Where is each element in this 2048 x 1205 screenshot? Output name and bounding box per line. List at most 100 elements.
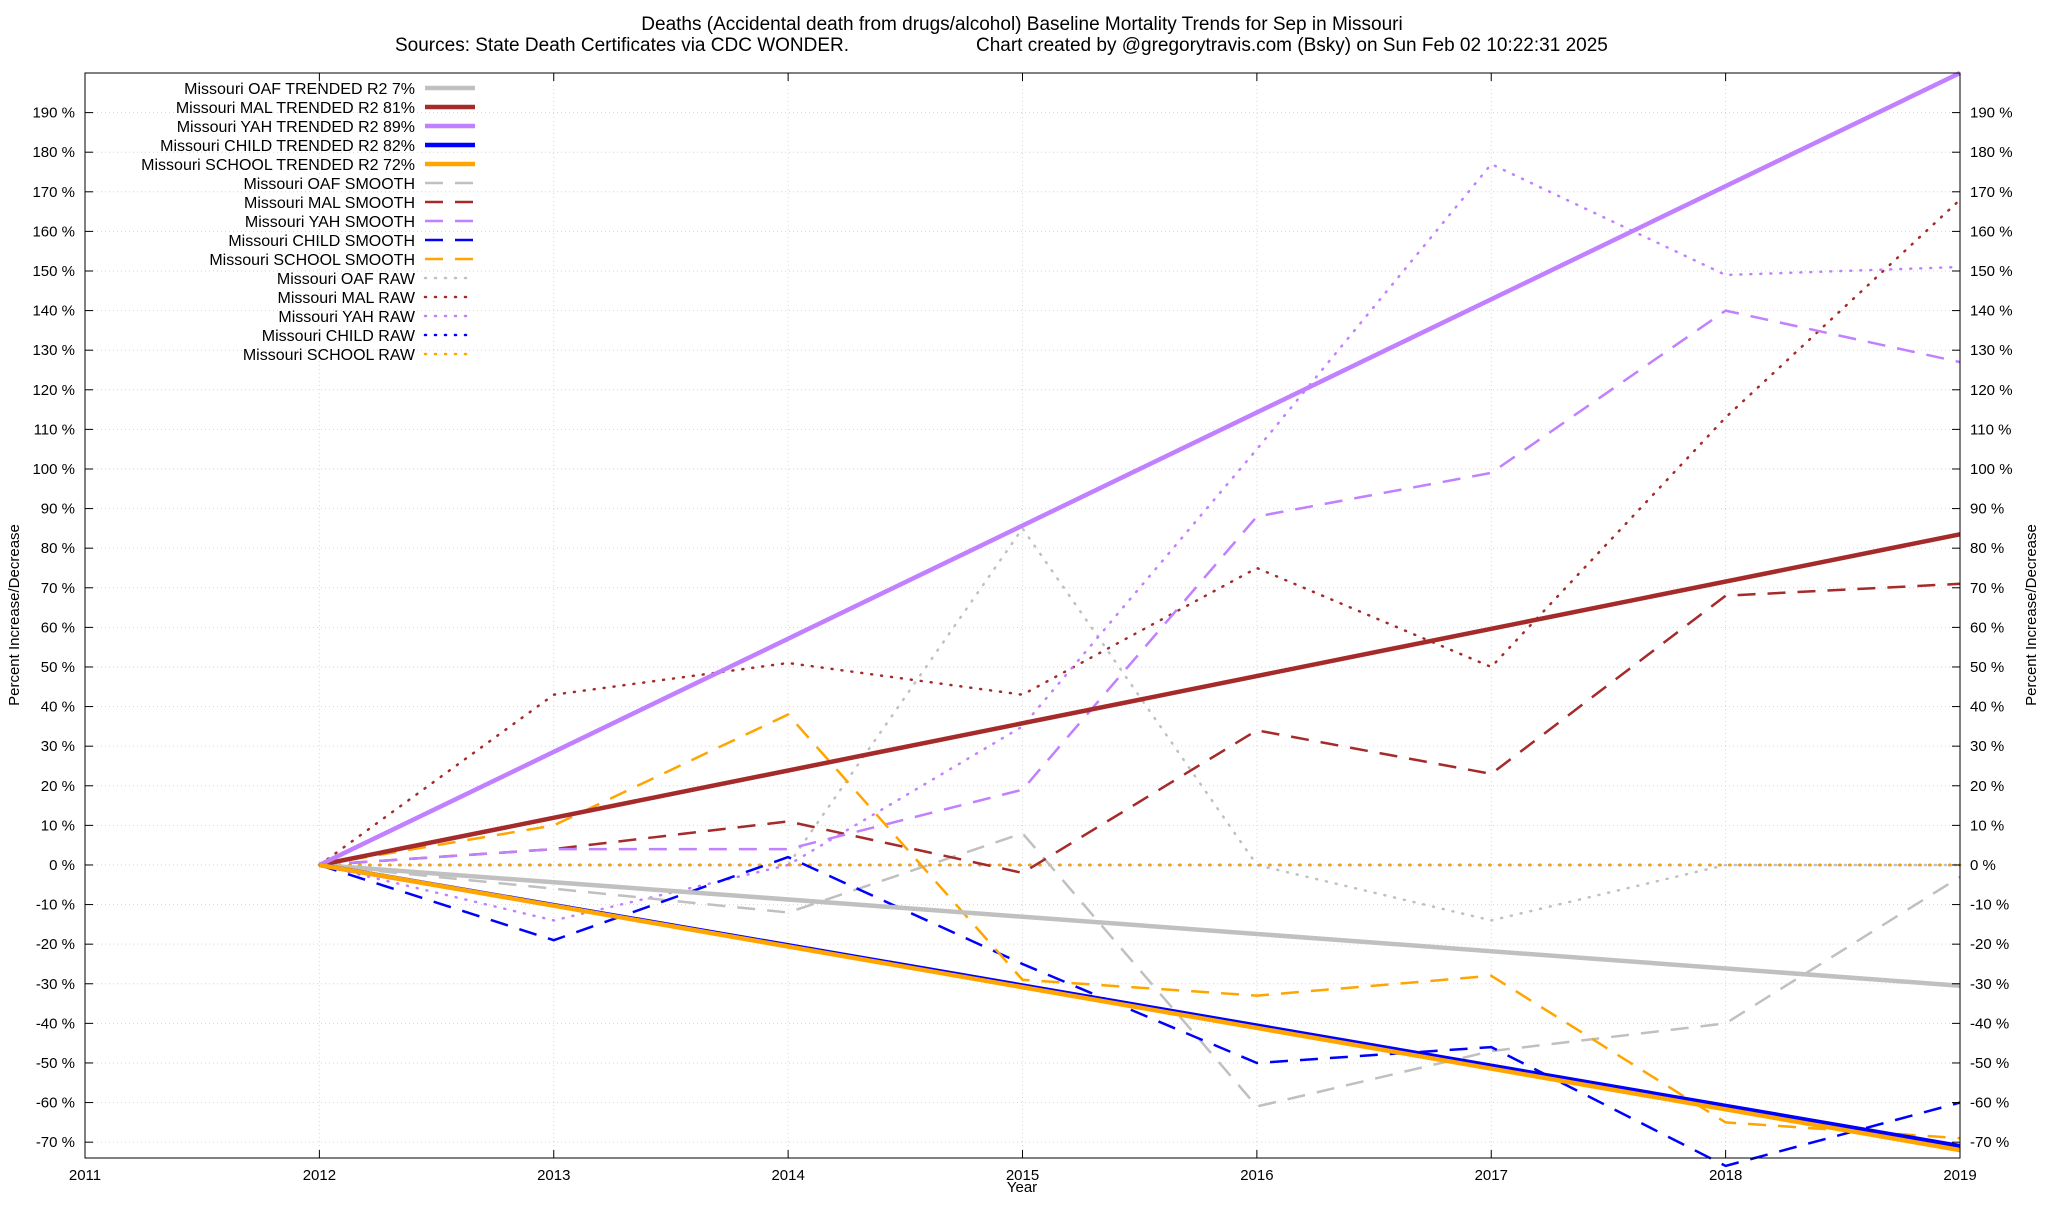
y2-tick-label: 150 % [1970,263,2013,280]
chart-title: Deaths (Accidental death from drugs/alco… [641,14,1402,35]
x-tick-label: 2017 [1475,1167,1508,1184]
y-axis-label-right: Percent Increase/Decrease [2023,524,2040,706]
legend-label: Missouri OAF SMOOTH [243,176,415,193]
legend-label: Missouri YAH TRENDED R2 89% [177,119,415,136]
x-tick-label: 2019 [1943,1167,1976,1184]
y2-tick-label: 110 % [1970,421,2011,438]
y-tick-label: 190 % [32,105,75,122]
y-tick-label: 170 % [32,184,75,201]
y2-tick-label: 10 % [1970,817,2004,834]
y2-tick-label: 60 % [1970,619,2004,636]
y2-tick-label: 90 % [1970,501,2004,518]
y-tick-label: -70 % [36,1134,75,1151]
legend-label: Missouri OAF TRENDED R2 7% [184,81,415,98]
y-tick-label: 60 % [41,619,75,636]
y2-tick-label: 160 % [1970,223,2013,240]
series-line-missouri-oaf-smooth [319,832,1961,1108]
y-tick-label: 30 % [41,738,75,755]
y-tick-label: 120 % [32,382,75,399]
y2-tick-label: 130 % [1970,342,2013,359]
y-tick-label: 110 % [34,421,75,438]
legend-label: Missouri SCHOOL SMOOTH [209,252,415,269]
x-tick-label: 2014 [771,1167,804,1184]
y2-tick-label: 100 % [1970,461,2013,478]
chart-subtitle-credit: Chart created by @gregorytravis.com (Bsk… [976,35,1608,56]
y2-tick-label: 140 % [1970,303,2013,320]
legend-label: Missouri CHILD TRENDED R2 82% [160,138,415,155]
y2-tick-label: -30 % [1970,976,2009,993]
y2-tick-label: 180 % [1970,144,2013,161]
x-tick-label: 2015 [1006,1167,1039,1184]
legend-label: Missouri OAF RAW [277,271,416,288]
y2-tick-label: -40 % [1970,1015,2009,1032]
x-tick-label: 2012 [303,1167,336,1184]
y-tick-label: -20 % [36,936,75,953]
x-tick-label: 2011 [69,1167,101,1184]
series-line-missouri-school-smooth [319,713,1961,1140]
series-line-missouri-yah-raw [318,162,1962,922]
y2-tick-label: 50 % [1970,659,2004,676]
legend-label: Missouri SCHOOL RAW [243,347,416,364]
y-tick-label: 10 % [41,817,75,834]
y2-tick-label: -20 % [1970,936,2009,953]
legend-label: Missouri YAH SMOOTH [245,214,415,231]
legend-label: Missouri MAL SMOOTH [244,195,415,212]
y-tick-label: 160 % [32,223,75,240]
series-line-missouri-oaf-trended-r2-7 [319,862,1961,988]
legend-label: Missouri CHILD RAW [262,328,416,345]
y2-tick-label: 20 % [1970,778,2004,795]
y-tick-label: -30 % [36,976,75,993]
series-line-missouri-mal-smooth [319,582,1961,875]
chart-subtitle-source: Sources: State Death Certificates via CD… [395,35,849,56]
y-axis-label-left: Percent Increase/Decrease [6,524,23,706]
y2-tick-label: -70 % [1970,1134,2009,1151]
legend-label: Missouri CHILD SMOOTH [228,233,415,250]
legend-label: Missouri MAL RAW [278,290,416,307]
y-tick-label: 150 % [32,263,75,280]
series-line-missouri-mal-trended-r2-81 [318,532,1961,868]
y-tick-label: 130 % [32,342,75,359]
y-tick-label: -50 % [36,1055,75,1072]
x-axis-label: Year [1007,1179,1037,1196]
legend-label: Missouri MAL TRENDED R2 81% [176,100,415,117]
y2-tick-label: -10 % [1970,897,2009,914]
series-layer [318,70,1962,1168]
y2-tick-label: 190 % [1970,105,2013,122]
y2-tick-label: 40 % [1970,699,2004,716]
series-line-missouri-mal-raw [318,198,1962,867]
y-tick-label: 40 % [41,699,75,716]
y-tick-label: 50 % [41,659,75,676]
y2-tick-label: 70 % [1970,580,2004,597]
y2-tick-label: 0 % [1970,857,1996,874]
legend-label: Missouri YAH RAW [278,309,416,326]
x-tick-label: 2018 [1709,1167,1742,1184]
y2-tick-label: 120 % [1970,382,2013,399]
series-line-missouri-oaf-raw [318,527,1962,922]
x-tick-label: 2013 [537,1167,570,1184]
y-tick-label: 20 % [41,778,75,795]
series-line-missouri-yah-smooth [319,309,1961,867]
y2-tick-label: 170 % [1970,184,2013,201]
y-tick-label: 0 % [49,857,75,874]
y-tick-label: 90 % [41,501,75,518]
series-line-missouri-school-trended-r2-72 [319,862,1961,1153]
x-tick-label: 2016 [1240,1167,1273,1184]
y-tick-label: 140 % [32,303,75,320]
legend: Missouri OAF TRENDED R2 7% Missouri MAL T… [141,81,477,364]
y-tick-label: 100 % [32,461,75,478]
legend-label: Missouri SCHOOL TRENDED R2 72% [141,157,415,174]
y-tick-label: 180 % [32,144,75,161]
tick-layer: -70 % -70 % -60 % -60 % -50 % -50 % -40 % -40 %… [32,73,2013,1184]
y-tick-label: 70 % [41,580,75,597]
y2-tick-label: 80 % [1970,540,2004,557]
y-tick-label: 80 % [41,540,75,557]
series-line-missouri-child-smooth [319,855,1961,1168]
y-tick-label: -40 % [36,1015,75,1032]
grid-layer [85,73,1960,1158]
series-line-missouri-yah-trended-r2-89 [318,70,1961,868]
y2-tick-label: -50 % [1970,1055,2009,1072]
y2-tick-label: 30 % [1970,738,2004,755]
y-tick-label: -10 % [36,897,75,914]
y2-tick-label: -60 % [1970,1095,2009,1112]
